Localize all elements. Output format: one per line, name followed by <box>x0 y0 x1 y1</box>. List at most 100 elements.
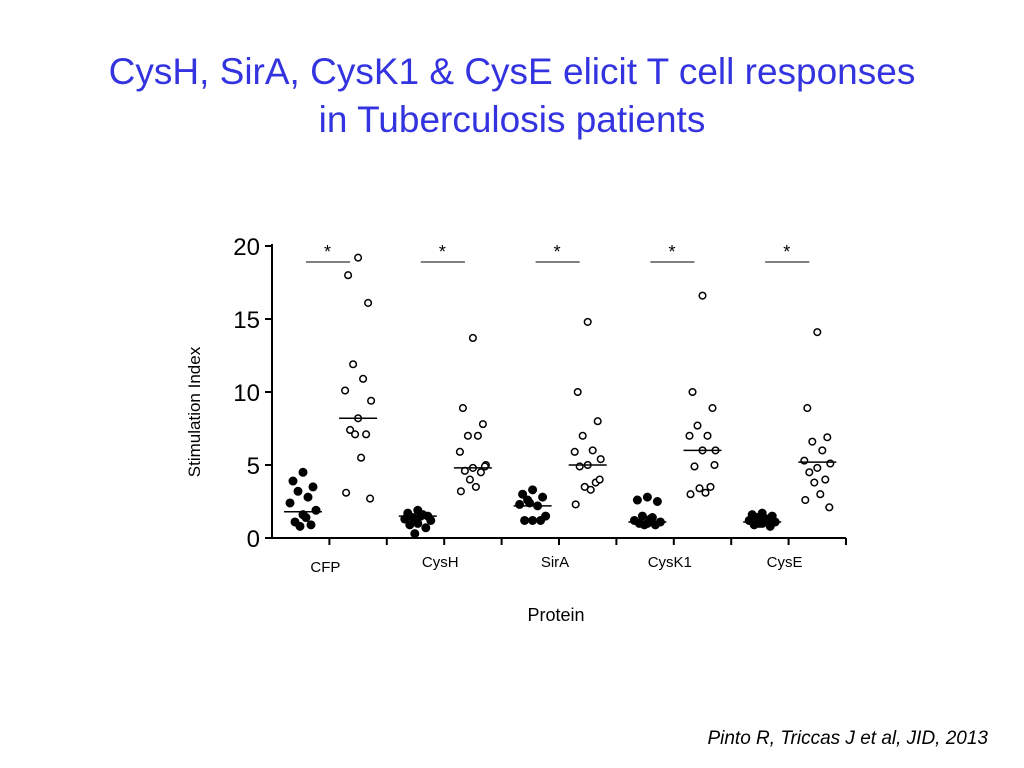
data-point-open <box>471 482 480 491</box>
y-tick-label: 15 <box>233 307 260 334</box>
data-point-open <box>800 456 809 465</box>
data-point-open <box>710 460 719 470</box>
data-point-open <box>706 482 715 491</box>
data-point-open <box>476 468 485 477</box>
data-point-filled <box>538 492 548 502</box>
data-point-open <box>465 475 474 484</box>
category-label: CFP <box>310 559 340 576</box>
y-tick-label: 0 <box>247 526 260 553</box>
data-point-open <box>575 462 584 471</box>
data-point-open <box>364 298 373 307</box>
data-point-open <box>821 475 830 484</box>
data-point-filled <box>295 521 305 531</box>
data-point-open <box>818 446 827 455</box>
data-point-open <box>805 468 814 477</box>
y-tick-label: 5 <box>247 453 260 480</box>
data-point-open <box>342 488 351 497</box>
data-point-open <box>825 503 834 512</box>
title-line-2: in Tuberculosis patients <box>318 99 706 140</box>
x-axis-label: Protein <box>527 605 584 625</box>
data-point-open <box>366 494 375 503</box>
data-point-open <box>468 333 477 343</box>
data-point-open <box>698 291 707 300</box>
data-point-open <box>685 431 694 440</box>
data-point-filled <box>637 511 647 521</box>
data-point-open <box>573 387 582 397</box>
significance-star: * <box>668 242 675 262</box>
y-axis-label: Stimulation Index <box>185 346 204 477</box>
significance-star: * <box>439 242 446 262</box>
data-point-open <box>478 420 487 429</box>
data-point-open <box>813 463 822 472</box>
data-point-filled <box>421 523 431 533</box>
data-point-filled <box>400 514 410 524</box>
data-point-open <box>570 447 579 456</box>
data-point-open <box>686 490 695 499</box>
data-point-open <box>593 417 602 426</box>
data-point-open <box>351 430 360 439</box>
data-point-open <box>455 447 464 456</box>
data-point-open <box>367 396 376 405</box>
data-point-open <box>690 462 699 471</box>
significance-star: * <box>554 242 561 262</box>
data-point-filled <box>520 515 530 525</box>
data-point-open <box>813 328 822 337</box>
data-point-open <box>826 459 835 468</box>
data-point-filled <box>311 505 321 515</box>
data-point-open <box>588 446 597 455</box>
data-point-open <box>346 425 355 435</box>
y-tick-label: 20 <box>233 234 260 261</box>
data-point-filled <box>528 515 538 525</box>
category-label: CysH <box>422 554 459 571</box>
data-point-filled <box>639 520 649 530</box>
data-point-open <box>801 495 810 505</box>
data-point-filled <box>298 467 308 477</box>
data-point-open <box>463 431 472 440</box>
data-point-open <box>586 485 595 494</box>
data-point-open <box>341 386 350 395</box>
data-point-filled <box>650 520 660 530</box>
data-point-open <box>583 317 592 326</box>
data-point-open <box>596 455 605 464</box>
data-point-filled <box>293 486 303 496</box>
data-point-filled <box>525 498 535 508</box>
data-point-filled <box>652 497 662 506</box>
data-point-open <box>708 404 717 413</box>
category-label: CysK1 <box>648 554 692 571</box>
y-tick-label: 10 <box>233 380 260 407</box>
data-point-open <box>695 484 704 493</box>
data-point-filled <box>413 518 423 528</box>
data-point-open <box>458 404 467 413</box>
data-point-filled <box>760 515 770 525</box>
data-point-open <box>354 253 363 262</box>
slide-title: CysH, SirA, CysK1 & CysE elicit T cell r… <box>0 48 1024 144</box>
significance-star: * <box>783 242 790 262</box>
data-point-open <box>349 360 358 369</box>
data-point-filled <box>536 515 546 525</box>
data-point-open <box>456 487 465 496</box>
data-point-open <box>810 478 819 487</box>
data-point-filled <box>308 482 318 492</box>
data-point-open <box>688 387 697 397</box>
data-point-open <box>359 374 368 383</box>
data-point-filled <box>410 529 420 539</box>
data-point-open <box>823 433 832 442</box>
category-label: CysE <box>767 554 803 571</box>
data-point-open <box>571 500 580 509</box>
data-point-open <box>703 431 712 440</box>
data-point-open <box>693 421 702 430</box>
data-point-filled <box>528 485 538 495</box>
data-point-open <box>701 488 710 497</box>
data-point-open <box>357 453 366 462</box>
data-point-filled <box>301 513 311 523</box>
data-point-filled <box>285 498 295 508</box>
data-point-open <box>595 475 604 484</box>
data-point-filled <box>303 492 313 502</box>
data-point-open <box>803 404 812 413</box>
data-point-open <box>816 490 825 499</box>
data-point-open <box>362 430 371 439</box>
data-point-filled <box>632 495 642 505</box>
data-point-open <box>808 437 817 446</box>
data-point-filled <box>645 514 655 524</box>
citation: Pinto R, Triccas J et al, JID, 2013 <box>707 728 988 749</box>
